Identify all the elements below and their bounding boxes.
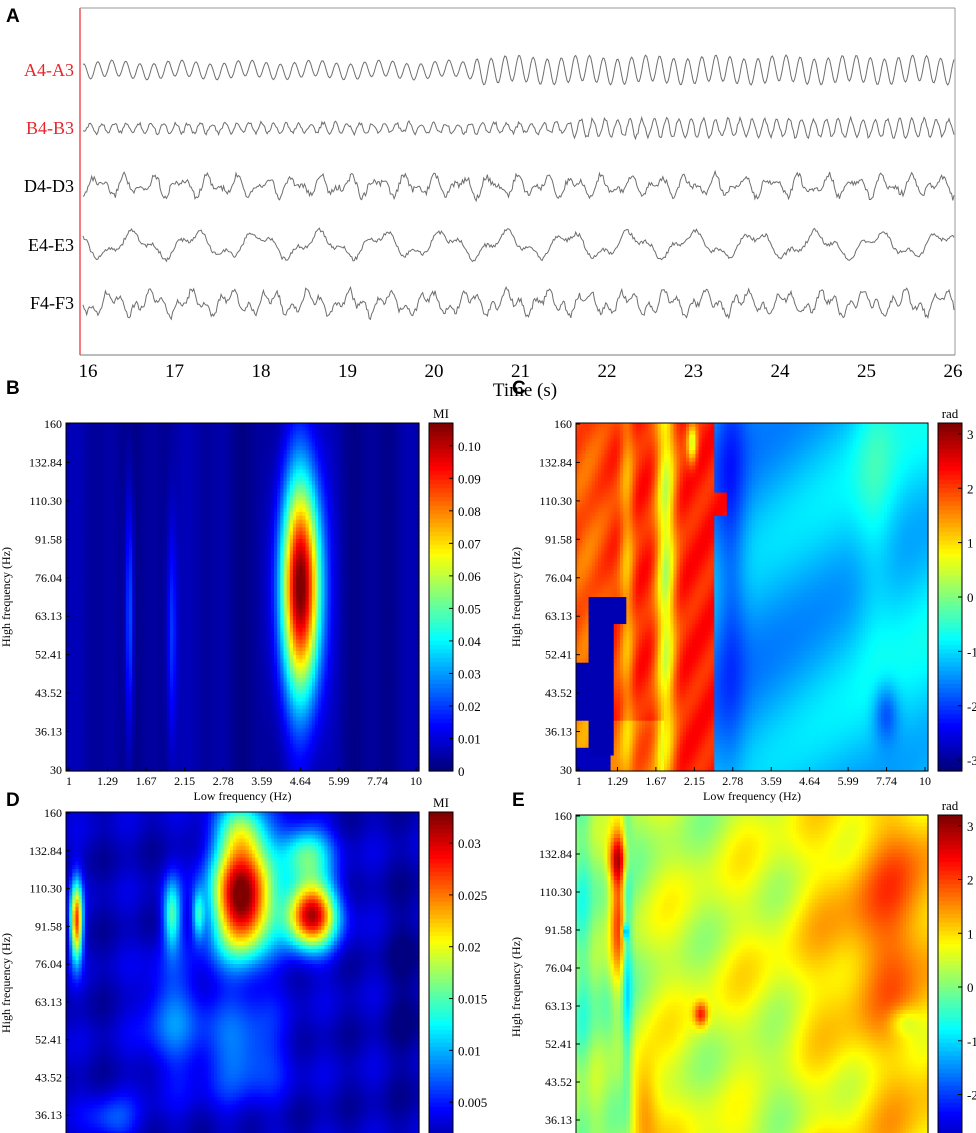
heatmap-cells-b — [66, 423, 420, 772]
panel-label-b: B — [6, 378, 20, 399]
